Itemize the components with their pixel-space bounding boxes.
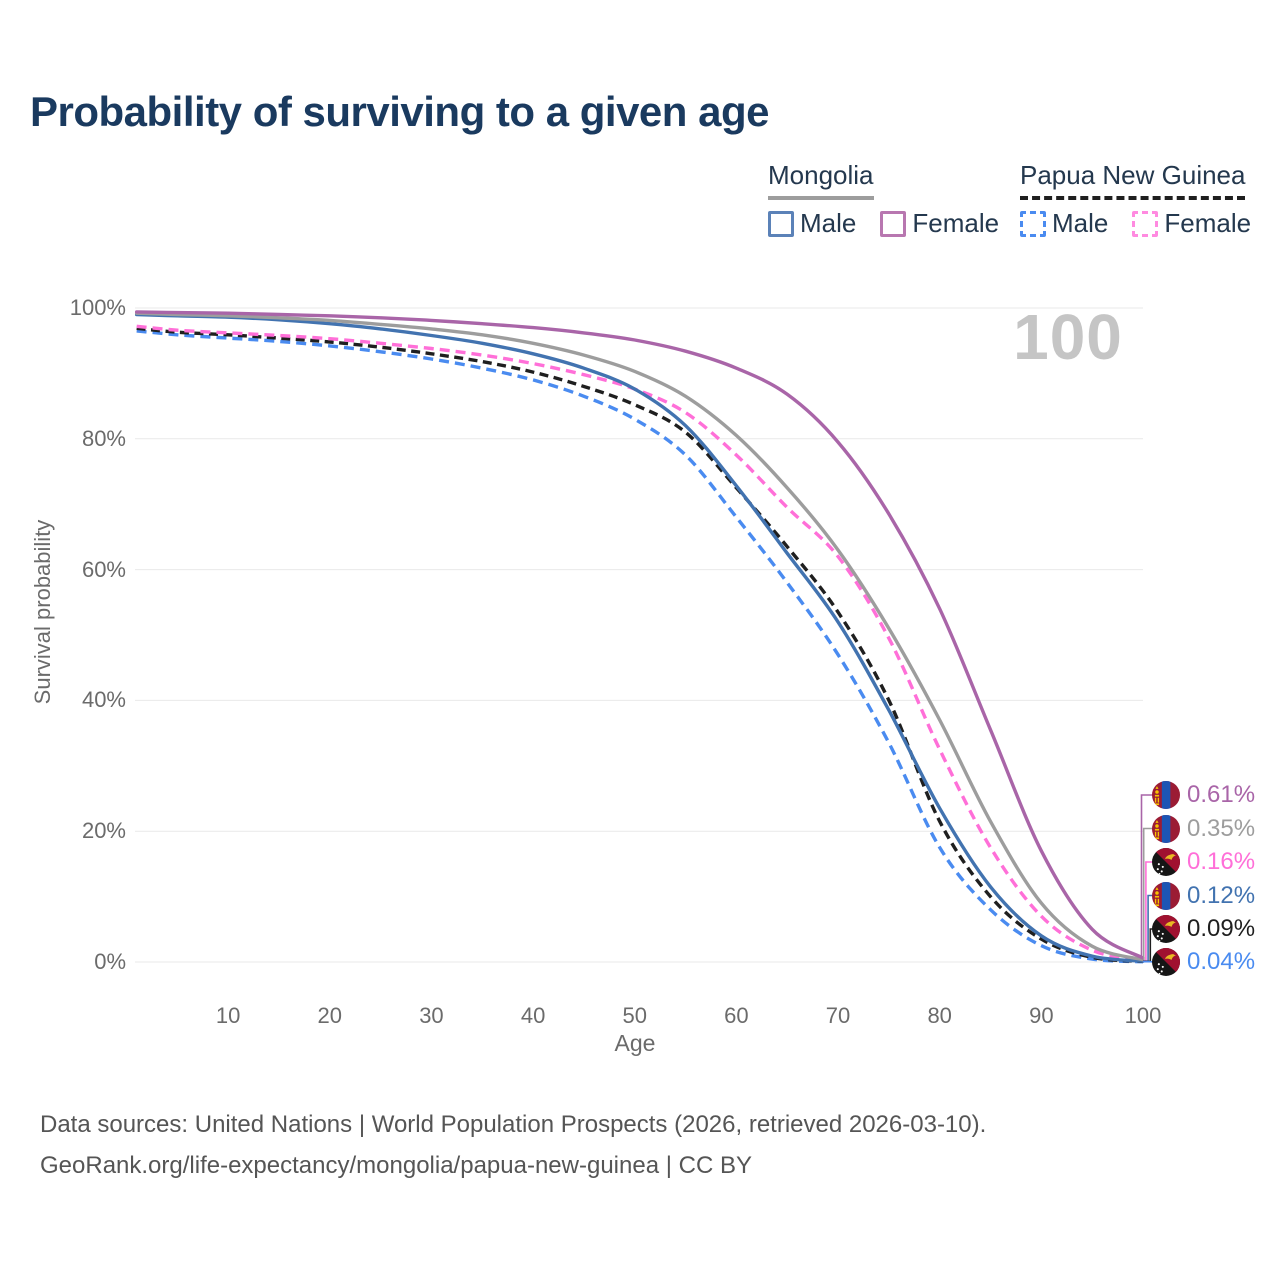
mongolia-female-line [134, 310, 1145, 960]
end-label-value: 0.35% [1187, 814, 1256, 842]
page-title: Probability of surviving to a given age [30, 88, 769, 135]
x-tick-label: 100 [1124, 1003, 1162, 1028]
x-tick-label: 20 [317, 1003, 343, 1028]
papua-new-guinea-flag-icon [1152, 948, 1180, 976]
mongolia-flag-icon [1152, 815, 1180, 843]
mongolia-flag-icon [1152, 781, 1180, 809]
legend-country-papua-new-guinea: Papua New Guinea [1020, 160, 1251, 200]
mongolia-both-sexes-line [134, 311, 1145, 962]
end-label-value: 0.04% [1187, 948, 1256, 975]
x-tick-label: 40 [520, 1003, 546, 1028]
y-axis-title: Survival probability [30, 519, 55, 705]
end-label-connector [1142, 827, 1153, 961]
end-label-connector [1140, 794, 1153, 959]
x-tick-label: 70 [825, 1003, 851, 1028]
x-tick-label: 60 [724, 1003, 749, 1028]
legend-country-label: Papua New Guinea [1020, 160, 1246, 200]
legend-item-png-male[interactable]: Male [1020, 208, 1108, 239]
x-tick-label: 10 [215, 1003, 241, 1028]
legend-item-label: Male [1052, 208, 1109, 238]
mongolia-flag-icon [1152, 882, 1180, 910]
legend-country-mongolia: Mongolia [768, 160, 999, 200]
legend-group-papua-new-guinea: Papua New Guinea Male Female [1020, 160, 1251, 239]
attribution-text: GeoRank.org/life-expectancy/mongolia/pap… [40, 1152, 752, 1179]
legend-item-mongolia-female[interactable]: Female [880, 208, 999, 239]
y-tick-label: 100% [69, 295, 126, 320]
end-label-value: 0.12% [1187, 881, 1256, 909]
legend-item-label: Female [1164, 208, 1252, 238]
age-100-watermark: 100 [1013, 301, 1123, 373]
data-sources-text: Data sources: United Nations | World Pop… [40, 1111, 987, 1138]
y-tick-label: 60% [81, 556, 126, 582]
papua-new-guinea-male-line [136, 329, 1144, 964]
x-axis-title: Age [614, 1030, 656, 1056]
end-label-value: 0.16% [1187, 848, 1256, 875]
y-tick-label: 80% [81, 425, 126, 451]
y-tick-label: 20% [81, 818, 126, 844]
papua-new-guinea-female-line [136, 324, 1144, 963]
end-label-row: 0.04% [1152, 947, 1255, 977]
legend-item-label: Female [912, 208, 1000, 238]
end-label-value: 0.09% [1187, 915, 1256, 942]
end-label-row: 0.61% [1152, 780, 1255, 810]
png-male-swatch-icon [1020, 210, 1046, 237]
mongolia-male-line [134, 312, 1145, 963]
x-tick-label: 90 [1029, 1003, 1054, 1028]
legend-country-label: Mongolia [768, 160, 874, 200]
end-label-row: 0.35% [1152, 814, 1255, 844]
y-tick-label: 0% [94, 949, 126, 974]
x-tick-label: 30 [419, 1003, 444, 1028]
end-label-value: 0.61% [1187, 781, 1256, 808]
papua-new-guinea-flag-icon [1152, 848, 1180, 876]
mongolia-male-swatch-icon [768, 210, 794, 237]
legend-item-png-female[interactable]: Female [1132, 208, 1251, 239]
x-tick-label: 80 [927, 1003, 952, 1028]
x-tick-label: 50 [622, 1003, 647, 1028]
papua-new-guinea-both-sexes-line [136, 326, 1144, 964]
legend-group-mongolia: Mongolia Male Female [768, 160, 999, 239]
legend-item-mongolia-male[interactable]: Male [768, 208, 856, 239]
legend-item-label: Male [800, 208, 857, 238]
mongolia-female-swatch-icon [880, 210, 907, 237]
png-female-swatch-icon [1132, 210, 1159, 237]
end-label-row: 0.16% [1152, 847, 1255, 877]
end-label-row: 0.12% [1152, 881, 1255, 911]
y-tick-label: 40% [81, 687, 126, 713]
end-label-row: 0.09% [1152, 914, 1255, 944]
footer: Data sources: United Nations | World Pop… [40, 1104, 986, 1186]
papua-new-guinea-flag-icon [1152, 915, 1180, 943]
